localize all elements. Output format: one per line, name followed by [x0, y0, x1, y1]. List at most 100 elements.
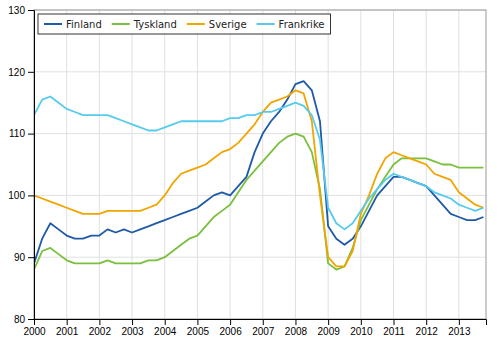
legend-item: Sverige — [187, 19, 247, 30]
x-axis-tick-mark — [132, 319, 133, 325]
x-axis-tick-mark — [394, 319, 395, 325]
x-axis-tick-mark — [263, 319, 264, 325]
legend-swatch — [44, 23, 62, 25]
y-axis-tick-mark — [28, 10, 34, 11]
grid-line-x — [99, 10, 100, 319]
grid-line-x — [132, 10, 133, 319]
grid-line-x — [295, 10, 296, 319]
x-axis-tick: 2007 — [252, 319, 275, 337]
y-axis-tick-label: 120 — [8, 67, 25, 78]
x-axis-tick-label: 2007 — [252, 326, 275, 337]
legend: Finland Tyskland Sverige Frankrike — [38, 14, 330, 34]
legend-label: Frankrike — [279, 19, 325, 30]
grid-line-x — [164, 10, 165, 319]
legend-swatch — [257, 23, 275, 25]
y-axis-tick-label: 90 — [14, 252, 26, 263]
x-axis-tick: 2011 — [383, 319, 405, 337]
grid-line-x — [262, 10, 263, 319]
x-axis-tick-label: 2010 — [350, 326, 373, 337]
x-axis-tick-label: 2002 — [89, 326, 112, 337]
x-axis-tick: 2010 — [350, 319, 373, 337]
grid-line-x — [360, 10, 361, 319]
legend-box — [38, 14, 330, 34]
series-line — [34, 97, 483, 230]
y-axis-tick: 90 — [14, 252, 34, 263]
x-axis-tick-mark — [67, 319, 68, 325]
legend-label: Tyskland — [133, 19, 177, 30]
grid-line-y — [34, 257, 486, 258]
y-axis-tick-mark — [28, 319, 34, 320]
x-axis-tick-mark — [99, 319, 100, 325]
x-axis-tick-label: 2013 — [448, 326, 471, 337]
y-axis-tick-label: 100 — [8, 190, 25, 201]
series-line — [34, 134, 483, 270]
y-axis-tick: 80 — [14, 314, 34, 325]
x-axis-tick: 2008 — [285, 319, 308, 337]
x-axis-tick-label: 2011 — [383, 326, 405, 337]
x-axis-tick-mark — [295, 319, 296, 325]
y-axis-tick: 100 — [8, 190, 34, 201]
legend-label: Finland — [66, 19, 102, 30]
grid-line-x — [458, 10, 459, 319]
y-axis-tick-label: 80 — [14, 314, 26, 325]
grid-line-x — [230, 10, 231, 319]
legend-item: Tyskland — [112, 19, 177, 30]
plot-area — [34, 81, 483, 269]
grid-line-x — [197, 10, 198, 319]
grid-line-y — [34, 195, 486, 196]
x-axis-tick: 2012 — [416, 319, 439, 337]
x-axis-tick-mark — [361, 319, 362, 325]
x-axis-tick: 2006 — [219, 319, 242, 337]
y-axis-tick-mark — [28, 257, 34, 258]
y-axis-tick-mark — [28, 72, 34, 73]
legend-item: Frankrike — [257, 19, 325, 30]
x-axis: 2000 2001 2002 2003 2004 2005 2006 2007 2008 2009… — [23, 319, 486, 337]
grid-line-y — [34, 133, 486, 134]
x-axis-tick: 2004 — [154, 319, 177, 337]
plot-frame — [34, 10, 486, 319]
y-axis-tick: 120 — [8, 67, 34, 78]
grid-line-x — [66, 10, 67, 319]
x-axis-tick: 2003 — [121, 319, 144, 337]
legend-swatch — [112, 23, 130, 25]
x-axis-tick-mark — [459, 319, 460, 325]
legend-item: Finland — [44, 19, 102, 30]
series-line — [34, 81, 483, 263]
x-axis-tick-mark — [328, 319, 329, 325]
y-axis-tick-mark — [28, 195, 34, 196]
x-axis-tick-mark — [197, 319, 198, 325]
y-axis-line — [28, 11, 35, 320]
x-axis-tick: 2013 — [448, 319, 471, 337]
x-axis-tick-mark — [230, 319, 231, 325]
y-axis: 80 90 100 110 120 130 — [8, 5, 34, 325]
legend-swatch — [187, 23, 205, 25]
x-axis-tick: 2009 — [318, 319, 341, 337]
x-axis-tick-label: 2003 — [121, 326, 144, 337]
y-axis-tick-label: 130 — [8, 5, 25, 16]
chart: 2000 2001 2002 2003 2004 2005 2006 2007 2008 2009… — [0, 0, 498, 343]
x-axis-tick-label: 2012 — [416, 326, 439, 337]
y-axis-tick-mark — [28, 134, 34, 135]
x-axis-line — [35, 320, 487, 326]
legend-label: Sverige — [209, 19, 247, 30]
y-axis-tick: 130 — [8, 5, 34, 16]
series-line — [34, 90, 483, 266]
grid-line-y — [34, 71, 486, 72]
y-axis-tick: 110 — [9, 128, 34, 139]
x-axis-tick: 2002 — [89, 319, 112, 337]
x-axis-tick-mark — [165, 319, 166, 325]
x-axis-tick: 2001 — [56, 319, 79, 337]
grid-line-x — [328, 10, 329, 319]
x-axis-tick-mark — [426, 319, 427, 325]
x-axis-tick-label: 2004 — [154, 326, 177, 337]
y-axis-tick-label: 110 — [9, 128, 25, 139]
x-axis-tick-label: 2006 — [219, 326, 242, 337]
x-axis-tick: 2000 — [23, 319, 46, 337]
grid — [34, 10, 486, 319]
x-axis-tick-label: 2008 — [285, 326, 308, 337]
x-axis-tick-label: 2001 — [56, 326, 79, 337]
x-axis-tick-label: 2005 — [187, 326, 210, 337]
x-axis-tick: 2005 — [187, 319, 210, 337]
x-axis-tick-label: 2000 — [23, 326, 46, 337]
x-axis-tick-label: 2009 — [318, 326, 341, 337]
